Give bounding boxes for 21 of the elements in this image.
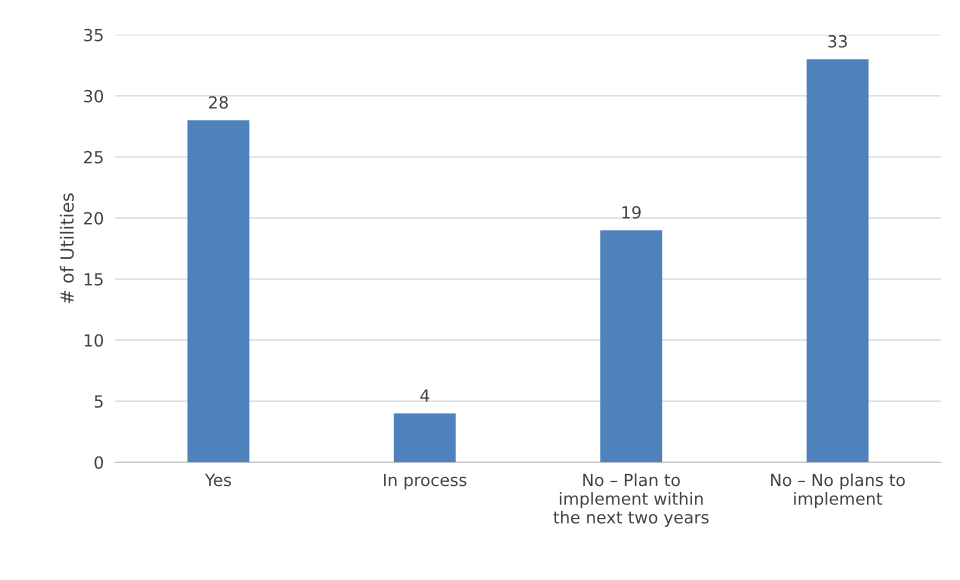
x-tick-label: No – No plans to implement: [771, 473, 905, 508]
y-tick-label: 20: [84, 212, 103, 225]
bar: [600, 230, 662, 462]
y-tick-label: 0: [94, 456, 103, 469]
data-label: 4: [420, 389, 430, 402]
bar: [806, 59, 869, 462]
data-label: 28: [209, 96, 228, 109]
y-tick-label: 25: [84, 150, 103, 164]
y-tick-label: 15: [84, 273, 103, 286]
y-axis-title: # of Utilities: [60, 193, 74, 304]
y-tick-label: 35: [84, 28, 103, 42]
x-tick-label: No – Plan to implement within the next two years: [553, 473, 709, 527]
y-tick-label: 30: [84, 90, 103, 102]
x-tick-label: In process: [384, 474, 466, 490]
x-tick-label: Yes: [204, 474, 232, 486]
bar: [187, 120, 250, 462]
data-label: 33: [828, 35, 847, 48]
data-label: 19: [622, 206, 641, 219]
bar: [394, 413, 456, 462]
y-tick-label: 5: [94, 395, 103, 408]
y-tick-label: 10: [84, 334, 103, 347]
